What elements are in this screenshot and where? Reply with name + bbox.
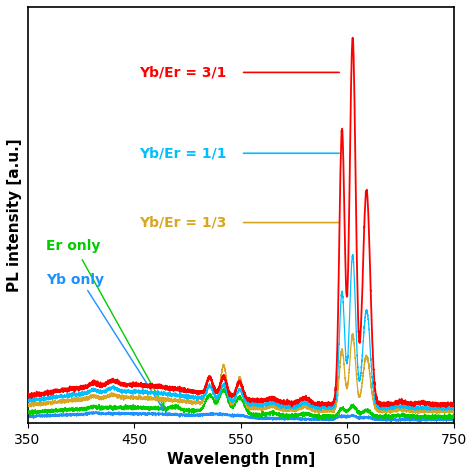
Text: Yb/Er = 3/1: Yb/Er = 3/1 — [139, 65, 227, 80]
X-axis label: Wavelength [nm]: Wavelength [nm] — [166, 452, 315, 467]
Text: Yb only: Yb only — [46, 273, 104, 287]
Y-axis label: PL intensity [a.u.]: PL intensity [a.u.] — [7, 138, 22, 292]
Text: Er only: Er only — [46, 239, 100, 253]
Text: Yb/Er = 1/1: Yb/Er = 1/1 — [139, 146, 227, 160]
Text: Yb/Er = 1/3: Yb/Er = 1/3 — [139, 216, 227, 229]
